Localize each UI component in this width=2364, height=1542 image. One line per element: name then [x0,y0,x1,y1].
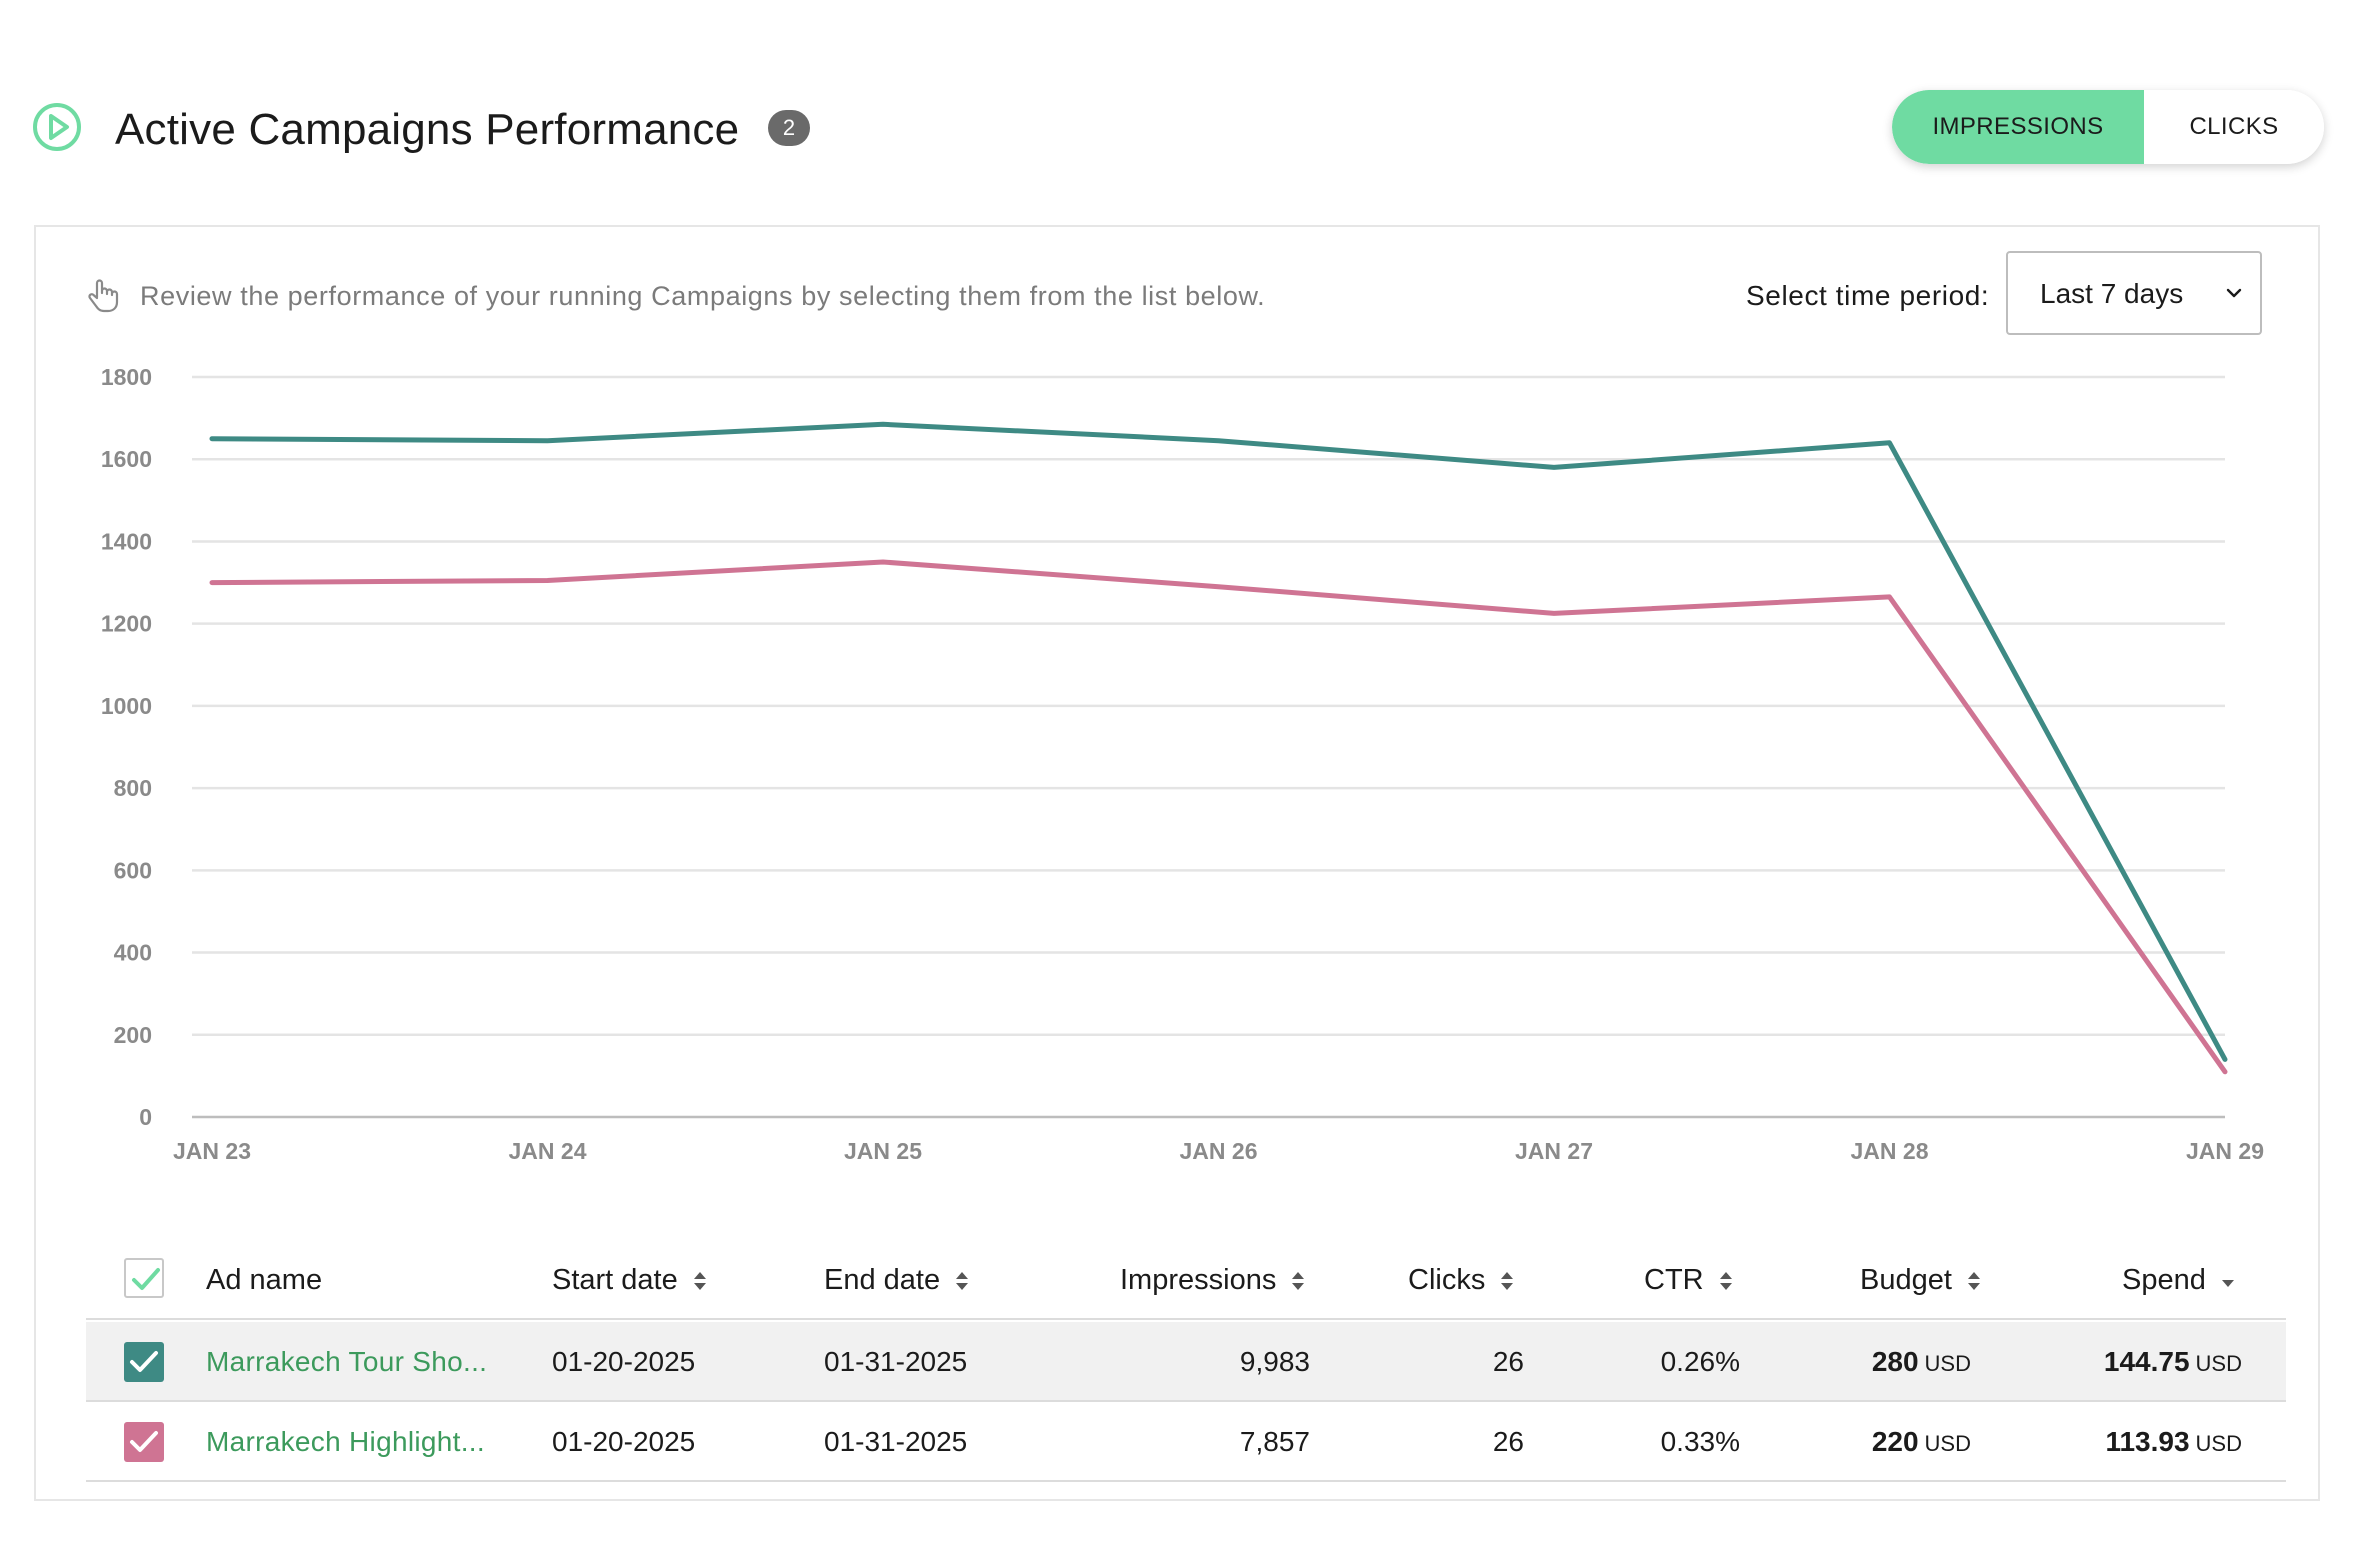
x-tick-label: JAN 24 [509,1138,587,1164]
row-checkbox[interactable] [124,1422,164,1462]
table-row[interactable]: Marrakech Highlight... 01-20-2025 01-31-… [86,1402,2286,1482]
page-title: Active Campaigns Performance [115,105,740,154]
y-tick-label: 600 [114,857,152,883]
sort-icon [956,1272,969,1291]
sort-icon [1501,1272,1514,1291]
check-icon [132,1268,160,1290]
table-header-row: Ad name Start date End date Impressions … [86,1240,2286,1320]
clicks-toggle-button[interactable]: CLICKS [2144,90,2324,164]
start-date-cell: 01-20-2025 [552,1346,696,1377]
clicks-cell: 26 [1492,1426,1524,1457]
y-tick-label: 200 [114,1022,152,1048]
time-period-label: Select time period: [1746,280,1990,311]
col-clicks[interactable]: Clicks [1408,1262,1515,1298]
x-tick-label: JAN 23 [173,1138,251,1164]
x-tick-label: JAN 26 [1180,1138,1258,1164]
y-tick-label: 400 [114,940,152,966]
spend-cell: 113.93 USD [2105,1426,2242,1457]
col-impressions[interactable]: Impressions [1120,1262,1306,1298]
row-checkbox[interactable] [124,1342,164,1382]
select-all-checkbox[interactable] [124,1258,164,1298]
y-tick-label: 800 [114,775,152,801]
campaign-count-badge: 2 [768,110,810,146]
time-period-select[interactable]: Last 7 days [2006,251,2262,335]
chevron-down-icon [2226,288,2242,298]
impressions-toggle-button[interactable]: IMPRESSIONS [1892,90,2144,164]
col-ctr[interactable]: CTR [1644,1262,1734,1298]
time-period-value: Last 7 days [2040,278,2184,309]
x-tick-label: JAN 28 [1851,1138,1929,1164]
spend-cell: 144.75 USD [2103,1346,2242,1377]
sort-desc-icon [2221,1280,2234,1288]
ad-name-link[interactable]: Marrakech Highlight... [206,1426,485,1457]
table-row[interactable]: Marrakech Tour Sho... 01-20-2025 01-31-2… [86,1322,2286,1402]
col-spend[interactable]: Spend [2122,1262,2236,1298]
impressions-cell: 9,983 [1239,1346,1310,1377]
pointer-hand-icon [88,279,119,313]
col-ad-name: Ad name [206,1264,323,1296]
col-budget[interactable]: Budget [1860,1262,1982,1298]
series-line [209,559,2228,1075]
x-tick-label: JAN 27 [1515,1138,1593,1164]
check-icon [130,1351,158,1372]
budget-cell: 280 USD [1871,1346,1971,1377]
end-date-cell: 01-31-2025 [824,1346,968,1377]
y-tick-label: 1000 [101,693,152,719]
sort-icon [1967,1272,1980,1291]
y-tick-label: 1400 [101,528,152,554]
metric-toggle: IMPRESSIONS CLICKS [1892,90,2324,164]
x-tick-label: JAN 25 [844,1138,922,1164]
x-tick-label: JAN 29 [2186,1138,2264,1164]
budget-cell: 220 USD [1871,1426,1971,1457]
y-tick-label: 1800 [101,364,152,390]
y-tick-label: 0 [139,1104,152,1130]
play-circle-icon [33,103,81,151]
series-line [209,421,2228,1062]
clicks-cell: 26 [1492,1346,1524,1377]
y-tick-label: 1200 [101,611,152,637]
instruction-text: Review the performance of your running C… [140,281,1266,311]
ad-name-link[interactable]: Marrakech Tour Sho... [206,1346,488,1377]
sort-icon [1292,1272,1305,1291]
end-date-cell: 01-31-2025 [824,1426,968,1457]
ctr-cell: 0.33% [1660,1426,1740,1457]
impressions-cell: 7,857 [1239,1426,1310,1457]
check-icon [130,1431,158,1452]
sort-icon [693,1272,706,1291]
col-start-date[interactable]: Start date [552,1262,708,1298]
y-tick-label: 1600 [101,446,152,472]
start-date-cell: 01-20-2025 [552,1426,696,1457]
sort-icon [1719,1272,1732,1291]
col-end-date[interactable]: End date [824,1262,970,1298]
impressions-line-chart: 0 200 400 600 800 1000 1200 1400 1600 1800 JAN 23… [101,364,2264,1164]
ctr-cell: 0.26% [1660,1346,1740,1377]
